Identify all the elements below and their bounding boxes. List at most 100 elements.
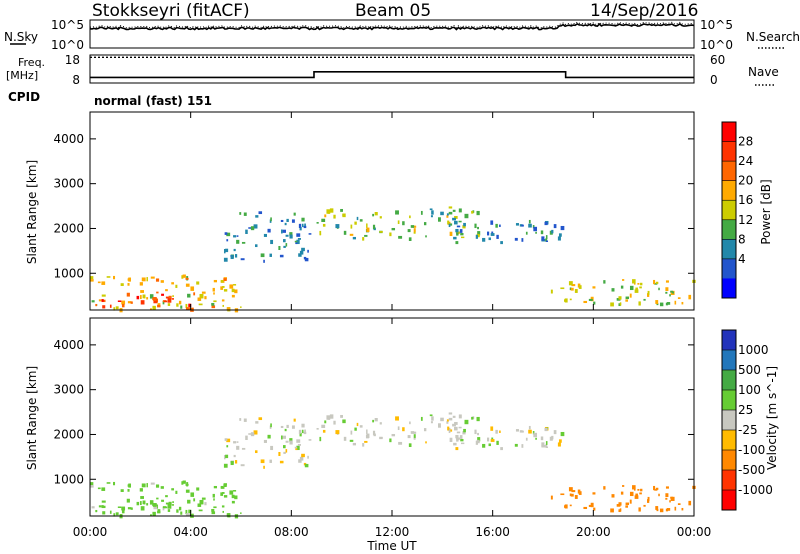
- velocity-cell: [570, 493, 574, 497]
- power-cell: [149, 294, 154, 299]
- power-cell: [677, 297, 681, 299]
- power-cell: [578, 285, 582, 289]
- velocity-cell: [248, 433, 253, 435]
- velocity-cell: [364, 440, 368, 443]
- velocity-cell: [152, 503, 155, 507]
- velocity-cell: [127, 507, 132, 510]
- power-cell: [240, 258, 245, 261]
- colorbar-frame: [721, 121, 737, 299]
- velocity-cell: [279, 460, 284, 464]
- power-cell: [545, 235, 548, 239]
- power-cell: [301, 217, 305, 222]
- velocity-cell: [474, 429, 477, 435]
- power-cell: [568, 281, 573, 286]
- velocity-cell: [653, 485, 656, 491]
- velocity-cell: [308, 439, 312, 441]
- velocity-cell: [632, 485, 636, 490]
- colorbar-segment: [722, 239, 736, 260]
- velocity-cell: [342, 419, 346, 424]
- power-cell: [454, 220, 458, 225]
- velocity-cell: [453, 442, 457, 446]
- velocity-cell: [578, 491, 582, 495]
- velocity-cell: [464, 419, 469, 425]
- power-cell: [263, 259, 265, 263]
- power-cell: [168, 295, 172, 299]
- power-cell: [545, 238, 548, 242]
- power-cell: [461, 236, 465, 239]
- power-cell: [285, 234, 289, 237]
- velocity-cell: [101, 487, 106, 491]
- velocity-cell: [593, 507, 596, 511]
- velocity-cell: [669, 500, 671, 503]
- power-cell: [146, 277, 148, 282]
- y-tick-label: 4000: [53, 338, 84, 352]
- power-cell: [126, 292, 130, 297]
- velocity-cell: [460, 439, 464, 442]
- velocity-cell: [446, 421, 449, 424]
- power-cell: [666, 302, 671, 305]
- power-cell: [178, 300, 182, 305]
- power-cell: [603, 280, 606, 284]
- velocity-cell: [204, 502, 207, 506]
- power-cell: [241, 241, 246, 244]
- velocity-cell: [533, 432, 538, 438]
- power-cell: [193, 292, 196, 296]
- power-cell: [430, 215, 433, 218]
- power-cell: [152, 297, 157, 301]
- velocity-cell: [188, 509, 192, 514]
- power-cell: [213, 279, 218, 283]
- power-cell: [220, 286, 224, 290]
- power-cell: [490, 220, 494, 225]
- velocity-cell: [109, 510, 112, 514]
- power-cell: [420, 210, 423, 215]
- colorbar-tick-label: 20: [738, 174, 753, 188]
- power-cell: [571, 284, 576, 287]
- power-cell: [165, 296, 170, 299]
- power-cell: [176, 303, 179, 307]
- velocity-cell: [425, 441, 427, 444]
- velocity-cell: [171, 504, 174, 506]
- power-cell: [333, 214, 336, 219]
- power-cell: [574, 289, 578, 293]
- velocity-cell: [490, 439, 495, 442]
- velocity-cell: [299, 429, 302, 433]
- power-cell: [236, 239, 240, 244]
- velocity-cell: [490, 426, 494, 431]
- x-tick-label: 00:00: [677, 525, 712, 539]
- velocity-cell: [625, 502, 630, 506]
- velocity-cell: [366, 429, 368, 434]
- power-cell: [293, 212, 296, 216]
- velocity-cell: [165, 502, 170, 505]
- velocity-cell: [157, 509, 161, 513]
- power-cell: [379, 230, 383, 233]
- velocity-cell: [500, 447, 503, 451]
- power-cell: [188, 303, 192, 308]
- power-cell: [289, 232, 293, 236]
- velocity-cell: [402, 427, 405, 432]
- power-cell: [316, 222, 319, 224]
- velocity-cell: [356, 422, 359, 427]
- station-title: Stokkseyri (fitACF): [92, 1, 250, 21]
- velocity-cell: [408, 443, 412, 447]
- velocity-cell: [462, 431, 466, 435]
- velocity-cell: [190, 492, 195, 497]
- velocity-cell: [293, 418, 296, 422]
- nave-tick-top: 60: [710, 53, 725, 67]
- velocity-cell: [447, 426, 450, 431]
- velocity-cell: [658, 493, 660, 497]
- colorbar-tick-label: -25: [738, 423, 758, 437]
- power-cell: [250, 226, 255, 231]
- velocity-cell: [167, 504, 172, 509]
- power-cell: [366, 223, 368, 228]
- power-cell: [620, 285, 624, 289]
- power-cell: [153, 299, 158, 304]
- power-cell: [146, 297, 149, 300]
- colorbar-segment: [722, 490, 736, 511]
- power-cell: [352, 236, 357, 240]
- power-cell: [304, 257, 309, 262]
- power-cell: [299, 226, 302, 231]
- velocity-cell: [165, 495, 168, 498]
- velocity-cell: [327, 417, 330, 420]
- velocity-cell: [574, 495, 578, 499]
- power-cell: [140, 300, 145, 305]
